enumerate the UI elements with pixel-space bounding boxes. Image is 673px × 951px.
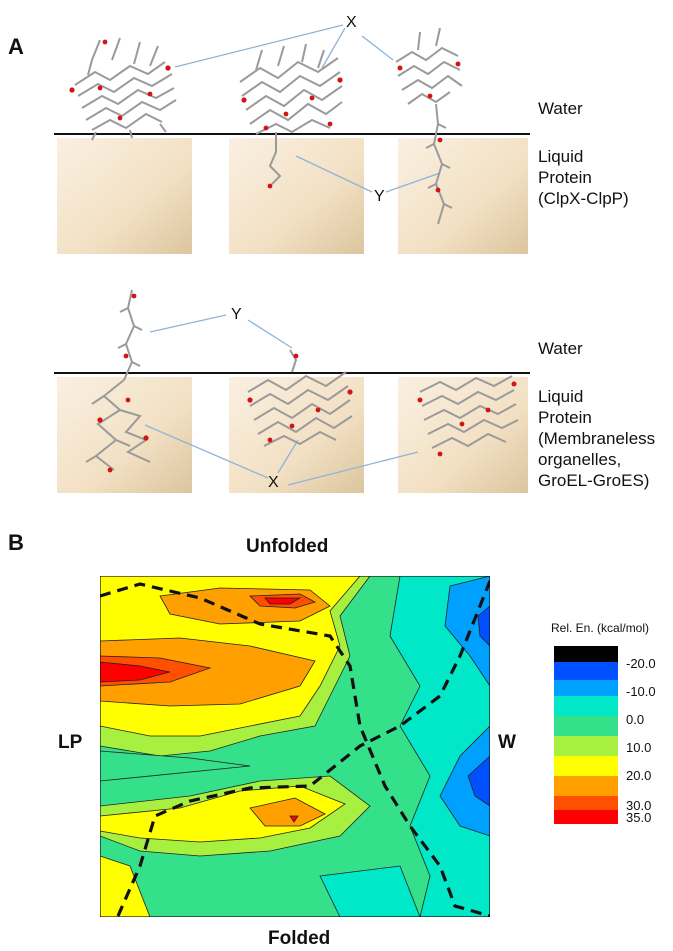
contour-lightblue-right — [444, 576, 490, 687]
liquid-protein-label-bottom: Liquid Protein (Membraneless organelles,… — [538, 387, 656, 490]
protein-bottom-1 — [85, 289, 151, 471]
callout-lines-bottom — [144, 314, 419, 486]
folded-label: Folded — [268, 928, 331, 949]
legend-swatch-lightgreen — [554, 736, 618, 756]
w-label: W — [498, 732, 516, 753]
protein-bottom-3 — [419, 375, 519, 449]
dashed-path-upper — [100, 582, 490, 917]
contour-red-mid — [100, 661, 171, 683]
contour-green-streak — [100, 750, 251, 782]
protein-top-2 — [239, 43, 343, 185]
oxygen-atoms-6 — [417, 381, 517, 457]
liquid-protein-block-2 — [229, 138, 364, 254]
legend-swatch-yellow — [554, 756, 618, 776]
liquid-protein-block-4 — [57, 377, 192, 493]
panel-a-letter: A — [8, 34, 24, 59]
lp-label: LP — [58, 732, 83, 753]
callout-y-bottom: Y — [231, 306, 242, 323]
panel-b-letter: B — [8, 530, 24, 555]
panel-a-artwork — [54, 24, 530, 493]
legend-title: Rel. En. (kcal/mol) — [551, 621, 650, 635]
legend-swatch-green — [554, 716, 618, 736]
legend-tick-6: 30.0 — [626, 798, 652, 813]
water-label-bottom: Water — [538, 339, 583, 358]
legend-swatch-darkorange — [554, 796, 618, 810]
oxygen-atoms-5 — [247, 353, 353, 443]
callout-x-bottom: X — [268, 474, 279, 491]
contour-red-top — [264, 597, 302, 605]
contour-blue-right — [477, 605, 490, 647]
legend-swatch-orange — [554, 776, 618, 796]
callout-y-top: Y — [374, 188, 385, 205]
contour-orange-mid — [100, 637, 316, 707]
unfolded-label: Unfolded — [246, 536, 329, 557]
oxygen-atoms-2 — [241, 77, 343, 189]
energy-contour-map — [100, 576, 490, 917]
contour-yellow-bottom-left — [100, 855, 151, 917]
legend-tick-1: -20.0 — [626, 656, 656, 671]
legend-tick-7: 35.0 — [626, 810, 652, 825]
dashed-path-lower — [116, 580, 490, 917]
legend-swatch-cyan — [554, 696, 618, 716]
contour-teal-bottom — [319, 865, 421, 917]
energy-legend: -20.0 -10.0 0.0 10.0 20.0 30.0 35.0 — [554, 646, 673, 826]
oxygen-atoms-4 — [97, 293, 149, 473]
liquid-protein-block-5 — [229, 377, 364, 493]
legend-tick-2: -10.0 — [626, 684, 656, 699]
callout-x-top: X — [346, 14, 357, 31]
liquid-protein-block-6 — [398, 377, 528, 493]
liquid-protein-block-1 — [57, 138, 192, 254]
legend-swatch-red — [554, 810, 618, 824]
contour-lightblue-right-lower — [439, 725, 490, 837]
liquid-protein-block-3 — [398, 138, 528, 254]
oxygen-atoms-1 — [69, 39, 171, 121]
liquid-protein-label-top: Liquid Protein (ClpX-ClpP) — [538, 147, 629, 208]
callout-lines-top — [174, 24, 441, 193]
legend-swatch-black — [554, 646, 618, 662]
legend-swatch-lightblue — [554, 680, 618, 696]
legend-tick-3: 0.0 — [626, 712, 645, 727]
oxygen-atoms-3 — [397, 61, 461, 193]
protein-bottom-2 — [247, 349, 353, 447]
contour-blue-right-lower — [467, 755, 490, 807]
protein-top-3 — [395, 27, 463, 225]
contour-orange-lower — [249, 797, 326, 827]
contour-red-lower — [289, 815, 299, 823]
contour-yellow-lower — [100, 785, 346, 843]
legend-swatch-blue — [554, 662, 618, 680]
water-label-top: Water — [538, 99, 583, 118]
legend-tick-4: 10.0 — [626, 740, 652, 755]
folded-protein-top-1 — [74, 37, 177, 141]
legend-tick-5: 20.0 — [626, 768, 652, 783]
